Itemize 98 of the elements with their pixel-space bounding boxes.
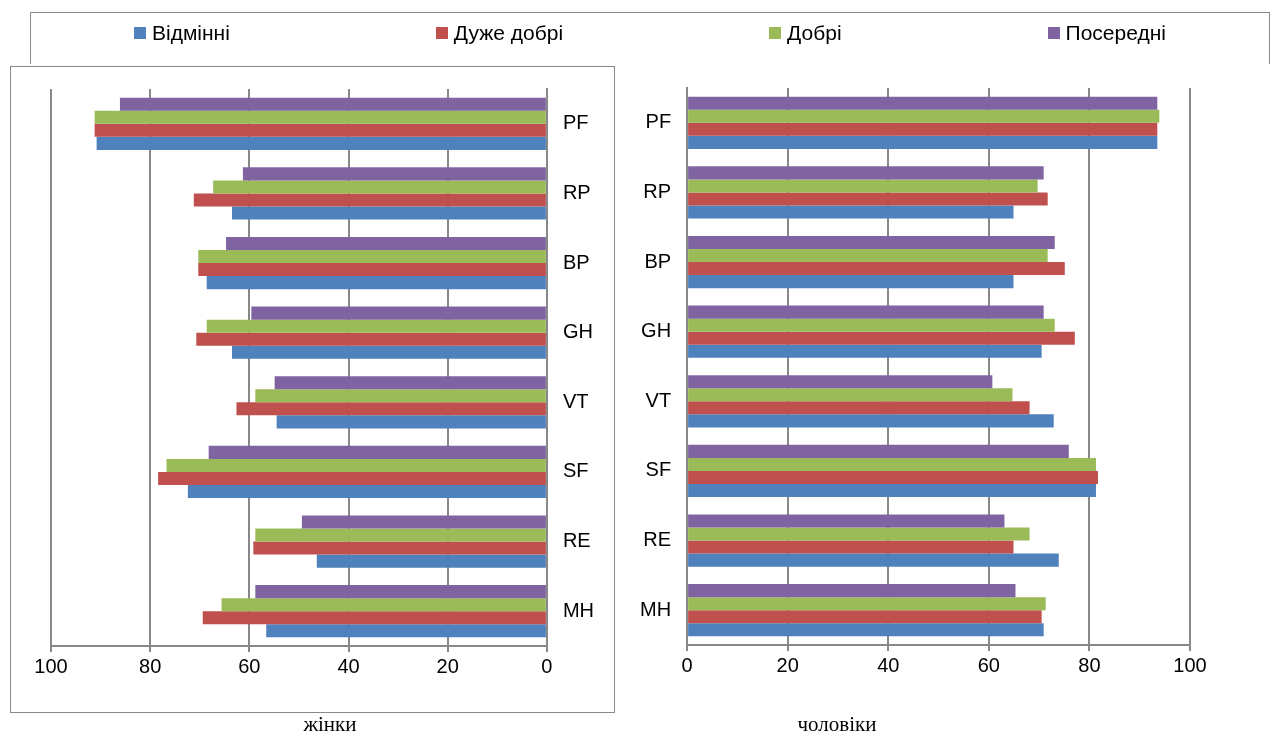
bar: [688, 444, 1069, 458]
bar: [688, 109, 1160, 123]
x-tick-label: 60: [977, 653, 1000, 676]
bar: [688, 122, 1158, 136]
y-tick-label: GH: [641, 319, 672, 342]
bar: [688, 375, 993, 389]
bar: [236, 402, 546, 416]
bar: [208, 445, 546, 459]
bar: [251, 306, 546, 320]
bar: [688, 388, 1013, 402]
bar: [688, 305, 1044, 319]
bar: [232, 345, 546, 359]
x-axis-title: жінки: [302, 712, 358, 737]
bar: [213, 180, 546, 194]
x-tick-label: 60: [238, 654, 261, 677]
bar: [193, 193, 546, 207]
bar: [255, 389, 546, 403]
y-tick-label: RP: [562, 180, 591, 203]
y-tick-label: RE: [562, 529, 591, 552]
y-tick-label: MH: [562, 598, 595, 621]
bar: [688, 610, 1042, 624]
y-tick-label: RE: [643, 528, 672, 551]
bar: [301, 515, 546, 529]
bar: [198, 250, 546, 264]
bar: [96, 136, 546, 150]
x-tick-label: 40: [877, 653, 900, 676]
x-axis-title: чоловіки: [796, 712, 878, 737]
bar: [688, 623, 1044, 637]
legend-label: Дуже добрі: [453, 21, 564, 45]
bar: [688, 483, 1096, 498]
bar: [266, 624, 546, 638]
bar: [187, 484, 546, 499]
bar: [255, 585, 546, 599]
bar: [688, 192, 1048, 206]
y-tick-label: SF: [562, 459, 589, 482]
bar: [255, 528, 546, 542]
bar: [688, 135, 1158, 149]
legend-label: Добрі: [787, 21, 842, 45]
y-tick-label: BP: [644, 249, 672, 272]
bar: [316, 554, 546, 568]
x-tick-label: 0: [541, 654, 553, 677]
bar: [158, 471, 546, 485]
bar: [688, 540, 1014, 554]
bar: [688, 249, 1048, 263]
x-tick-label: 20: [436, 654, 459, 677]
bar: [206, 276, 546, 290]
y-tick-label: BP: [562, 250, 590, 273]
bar: [688, 597, 1046, 611]
bar: [206, 319, 546, 333]
bar: [232, 206, 546, 220]
x-tick-label: 40: [337, 654, 360, 677]
bar: [94, 110, 546, 124]
bar: [221, 598, 546, 612]
bar: [196, 332, 546, 346]
bar: [688, 514, 1005, 528]
bar: [688, 166, 1044, 180]
bar: [688, 584, 1016, 598]
bar: [253, 541, 546, 555]
y-tick-label: VT: [645, 388, 672, 411]
y-tick-label: SF: [645, 458, 672, 481]
x-tick-label: 20: [776, 653, 799, 676]
legend-label: Відмінні: [151, 21, 230, 45]
x-tick-label: 80: [1078, 653, 1101, 676]
y-tick-label: MH: [639, 597, 672, 620]
x-tick-label: 0: [681, 653, 693, 676]
y-tick-label: PF: [562, 111, 589, 134]
bar: [688, 96, 1158, 110]
bar: [688, 527, 1030, 541]
y-tick-label: PF: [645, 110, 672, 133]
bar: [688, 318, 1055, 332]
bar: [276, 415, 546, 429]
bar: [242, 167, 546, 181]
bar: [198, 263, 546, 277]
bar: [688, 235, 1055, 250]
bar: [688, 470, 1098, 484]
x-tick-label: 100: [1173, 653, 1207, 676]
bar: [688, 179, 1038, 193]
bar: [226, 236, 546, 251]
x-tick-label: 100: [34, 654, 68, 677]
bar: [688, 205, 1014, 219]
y-tick-label: VT: [562, 389, 589, 412]
bar: [688, 401, 1030, 415]
bar: [688, 331, 1075, 345]
bar: [94, 123, 546, 137]
bar: [688, 414, 1054, 428]
bar: [688, 457, 1096, 471]
x-tick-label: 80: [139, 654, 162, 677]
bar: [202, 611, 546, 625]
legend-label: Посередні: [1065, 21, 1166, 45]
bar: [688, 275, 1014, 289]
y-tick-label: GH: [562, 320, 593, 343]
y-tick-label: RP: [643, 179, 672, 202]
bar: [166, 458, 546, 472]
bar: [688, 553, 1059, 567]
bar: [274, 376, 546, 390]
bar: [688, 262, 1065, 276]
bar: [688, 344, 1042, 358]
bar: [119, 97, 546, 111]
